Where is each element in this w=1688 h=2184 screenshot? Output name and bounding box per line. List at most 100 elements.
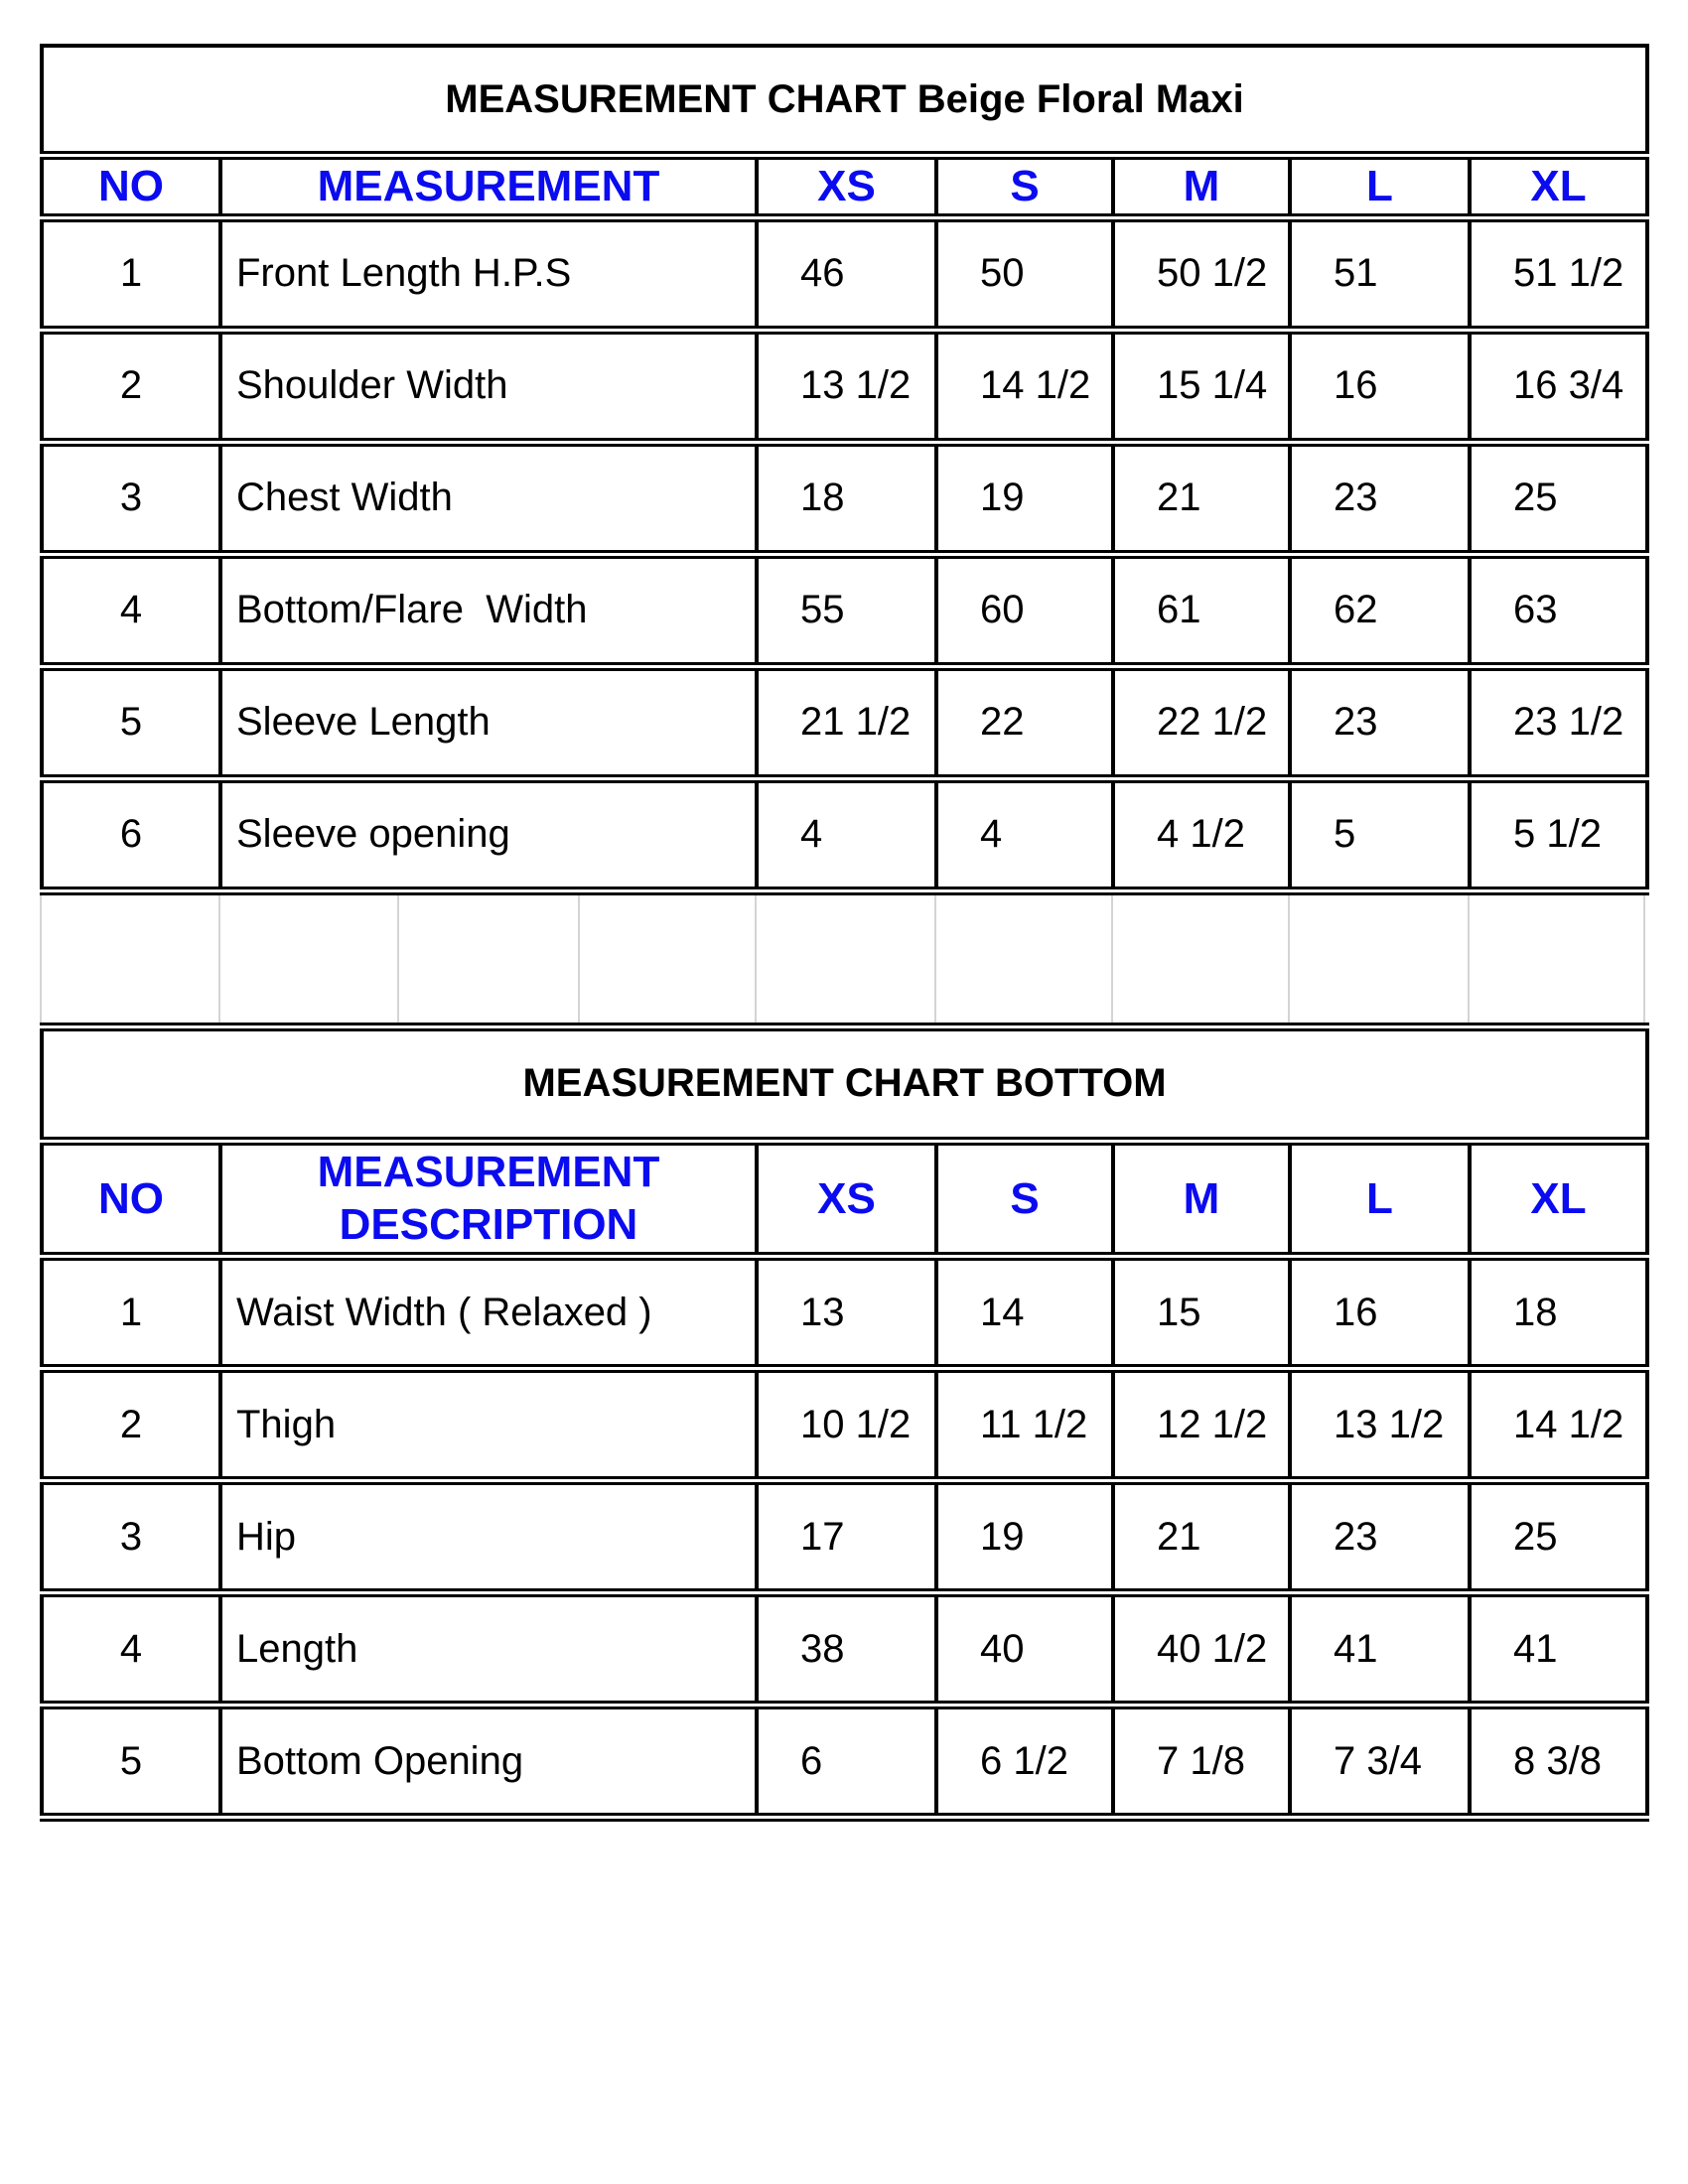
column-header-xl: XL <box>1467 151 1650 218</box>
value-cell-xs: 21 1/2 <box>755 661 938 779</box>
row-number-cell: 4 <box>40 549 222 667</box>
value-cell-s: 11 1/2 <box>934 1364 1115 1481</box>
table-bottom-title: MEASUREMENT CHART BOTTOM <box>39 1026 1650 1142</box>
column-header-m: M <box>1111 1136 1292 1257</box>
table-row: 4 Bottom/Flare Width 55 60 61 62 63 <box>40 549 1650 667</box>
spreadsheet-gridline <box>1111 894 1113 1023</box>
value-cell-xs: 46 <box>755 212 938 331</box>
value-cell-m: 12 1/2 <box>1111 1364 1292 1481</box>
title-row: MEASUREMENT CHART BOTTOM <box>39 1026 1650 1142</box>
measurement-cell: Chest Width <box>218 437 759 555</box>
value-cell-s: 40 <box>934 1588 1115 1706</box>
value-cell-l: 7 3/4 <box>1288 1701 1472 1818</box>
spreadsheet-gridline <box>40 894 42 1023</box>
value-cell-s: 60 <box>934 549 1115 667</box>
table-row: 6 Sleeve opening 4 4 4 1/2 5 5 1/2 <box>40 773 1650 891</box>
value-cell-s: 14 <box>934 1252 1115 1369</box>
spreadsheet-gridline <box>1468 894 1470 1023</box>
measurement-cell: Bottom/Flare Width <box>218 549 759 667</box>
column-header-measurement: MEASUREMENT <box>218 151 759 218</box>
table-row: 4 Length 38 40 40 1/2 41 41 <box>40 1588 1650 1706</box>
measurement-cell: Waist Width ( Relaxed ) <box>218 1252 759 1369</box>
table-row: 3 Chest Width 18 19 21 23 25 <box>40 437 1650 555</box>
header-row: NO MEASUREMENT XS S M L XL <box>40 151 1650 218</box>
spreadsheet-gridline <box>934 894 936 1023</box>
row-number-cell: 6 <box>40 773 222 891</box>
value-cell-xl: 23 1/2 <box>1467 661 1650 779</box>
value-cell-s: 22 <box>934 661 1115 779</box>
value-cell-s: 4 <box>934 773 1115 891</box>
value-cell-xs: 10 1/2 <box>755 1364 938 1481</box>
row-number-cell: 5 <box>40 1701 222 1818</box>
measurement-cell: Hip <box>218 1476 759 1593</box>
value-cell-xs: 17 <box>755 1476 938 1593</box>
gridline-gap <box>40 894 1645 1023</box>
table-row: 1 Front Length H.P.S 46 50 50 1/2 51 51 … <box>40 212 1650 331</box>
value-cell-xs: 38 <box>755 1588 938 1706</box>
table-row: 5 Bottom Opening 6 6 1/2 7 1/8 7 3/4 8 3… <box>40 1701 1650 1818</box>
value-cell-l: 16 <box>1288 1252 1472 1369</box>
table-row: 1 Waist Width ( Relaxed ) 13 14 15 16 18 <box>40 1252 1650 1369</box>
spreadsheet-gridline <box>1288 894 1290 1023</box>
spreadsheet-area: MEASUREMENT CHART Beige Floral Maxi NO M… <box>39 44 1650 1823</box>
measurement-cell: Thigh <box>218 1364 759 1481</box>
value-cell-xl: 25 <box>1467 437 1650 555</box>
table-top-title: MEASUREMENT CHART Beige Floral Maxi <box>39 46 1650 156</box>
column-header-xs: XS <box>755 1136 938 1257</box>
table-row: 2 Thigh 10 1/2 11 1/2 12 1/2 13 1/2 14 1… <box>40 1364 1650 1481</box>
value-cell-xl: 18 <box>1467 1252 1650 1369</box>
value-cell-l: 62 <box>1288 549 1472 667</box>
value-cell-xl: 41 <box>1467 1588 1650 1706</box>
spreadsheet-gridline <box>578 894 580 1023</box>
row-number-cell: 5 <box>40 661 222 779</box>
value-cell-xs: 13 1/2 <box>755 325 938 443</box>
value-cell-m: 21 <box>1111 1476 1292 1593</box>
spreadsheet-gridline <box>397 894 399 1023</box>
measurement-cell: Bottom Opening <box>218 1701 759 1818</box>
spreadsheet-gridline <box>218 894 220 1023</box>
measurement-table-bottom: MEASUREMENT CHART BOTTOM NO MEASUREMENT … <box>39 1022 1650 1823</box>
table-row: 5 Sleeve Length 21 1/2 22 22 1/2 23 23 1… <box>40 661 1650 779</box>
value-cell-l: 51 <box>1288 212 1472 331</box>
table-row: 2 Shoulder Width 13 1/2 14 1/2 15 1/4 16… <box>40 325 1650 443</box>
value-cell-s: 6 1/2 <box>934 1701 1115 1818</box>
value-cell-xl: 63 <box>1467 549 1650 667</box>
value-cell-s: 19 <box>934 1476 1115 1593</box>
column-header-no: NO <box>40 1136 222 1257</box>
value-cell-m: 22 1/2 <box>1111 661 1292 779</box>
title-row: MEASUREMENT CHART Beige Floral Maxi <box>39 46 1650 156</box>
table-row: 3 Hip 17 19 21 23 25 <box>40 1476 1650 1593</box>
value-cell-l: 23 <box>1288 1476 1472 1593</box>
value-cell-xs: 6 <box>755 1701 938 1818</box>
column-header-l: L <box>1288 151 1472 218</box>
value-cell-xs: 55 <box>755 549 938 667</box>
row-number-cell: 3 <box>40 437 222 555</box>
value-cell-xs: 18 <box>755 437 938 555</box>
column-header-l: L <box>1288 1136 1472 1257</box>
spreadsheet-gridline <box>1643 894 1645 1023</box>
value-cell-m: 50 1/2 <box>1111 212 1292 331</box>
value-cell-xl: 5 1/2 <box>1467 773 1650 891</box>
value-cell-l: 23 <box>1288 437 1472 555</box>
value-cell-m: 61 <box>1111 549 1292 667</box>
value-cell-l: 16 <box>1288 325 1472 443</box>
measurement-cell: Front Length H.P.S <box>218 212 759 331</box>
column-header-measurement-description: MEASUREMENT DESCRIPTION <box>218 1136 759 1257</box>
row-number-cell: 1 <box>40 1252 222 1369</box>
value-cell-l: 5 <box>1288 773 1472 891</box>
measurement-cell: Sleeve Length <box>218 661 759 779</box>
column-header-m: M <box>1111 151 1292 218</box>
row-number-cell: 2 <box>40 325 222 443</box>
value-cell-s: 50 <box>934 212 1115 331</box>
value-cell-xs: 13 <box>755 1252 938 1369</box>
row-number-cell: 4 <box>40 1588 222 1706</box>
value-cell-xl: 16 3/4 <box>1467 325 1650 443</box>
value-cell-m: 21 <box>1111 437 1292 555</box>
row-number-cell: 1 <box>40 212 222 331</box>
column-header-s: S <box>934 1136 1115 1257</box>
column-header-s: S <box>934 151 1115 218</box>
value-cell-s: 14 1/2 <box>934 325 1115 443</box>
column-header-xs: XS <box>755 151 938 218</box>
spreadsheet-gridline <box>755 894 757 1023</box>
